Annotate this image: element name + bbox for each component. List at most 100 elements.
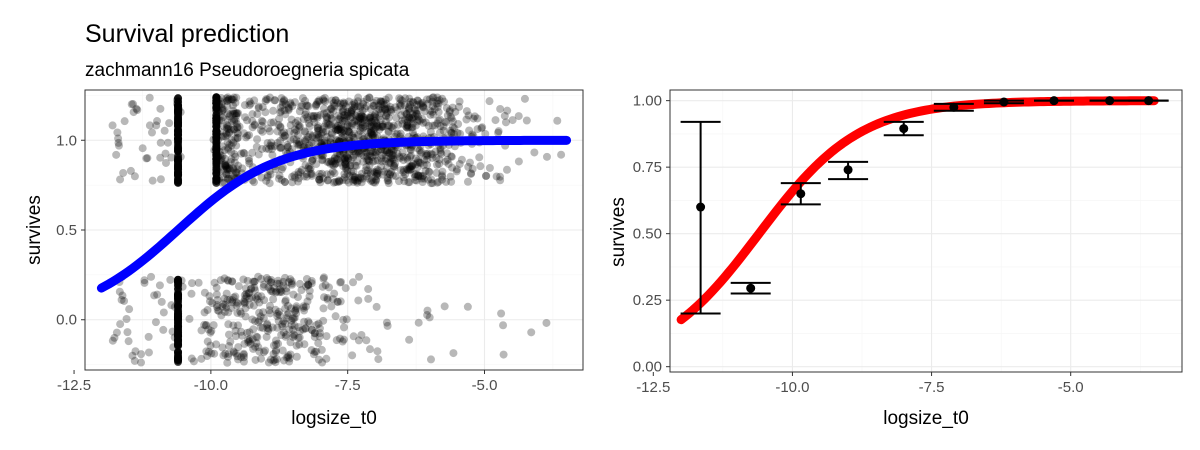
observation-point [348,100,357,109]
observation-point [272,287,281,296]
observation-point [432,168,441,177]
observation-point [403,155,412,164]
observation-point [400,177,409,186]
observation-point [279,356,288,365]
observation-point [241,312,250,321]
observation-point [269,118,278,127]
observation-point [123,328,132,337]
observation-point [362,336,371,345]
observation-point [475,153,484,162]
observation-point [422,95,431,104]
observation-point [267,278,276,287]
observation-point [258,117,267,126]
observation-point [435,155,444,164]
observation-point [323,119,332,128]
observation-point [356,104,365,113]
observation-point [266,141,275,150]
observation-point [315,172,324,181]
observation-point [330,289,339,298]
observation-point [500,111,509,120]
observation-point [294,141,303,150]
observation-point [357,150,366,159]
observation-point [299,115,308,124]
observation-point [264,324,273,333]
observation-point [414,171,423,180]
observation-point [115,287,124,296]
observation-point [351,161,360,170]
observation-point [356,126,365,135]
observation-point [377,122,386,131]
observation-point [322,332,331,341]
observation-point [278,101,287,110]
observation-point [233,134,242,143]
observation-point [342,113,351,122]
observation-point [223,121,232,130]
observation-point [278,129,287,138]
observation-point [485,97,494,106]
observation-point [331,96,340,105]
observation-point [257,292,266,301]
observation-point [347,108,356,117]
observation-point [273,309,282,318]
observation-point [264,145,273,154]
observation-point [374,166,383,175]
observation-point [224,308,233,317]
observation-point [204,347,213,356]
y-tick-label: 1.00 [633,93,662,110]
observation-point [390,159,399,168]
observation-point [405,94,414,103]
observation-point [309,350,318,359]
observation-point [350,175,359,184]
bin-mean-point [1049,96,1059,106]
observation-point [296,326,305,335]
observation-point [375,125,384,134]
observation-point [329,98,338,107]
observation-point [365,93,374,102]
observation-point [397,101,406,110]
observation-point [323,295,332,304]
observation-point [324,120,333,129]
observation-point [234,282,243,291]
observation-point [341,284,350,293]
observation-point [377,154,386,163]
observation-point [241,304,250,313]
observation-point [268,144,277,153]
observation-point [351,176,360,185]
observation-point [374,105,383,114]
observation-point [365,157,374,166]
observation-point [423,99,432,108]
observation-point [371,151,380,160]
observation-point [254,104,263,113]
observation-point [362,102,371,111]
observation-point [382,112,391,121]
observation-point [232,109,241,118]
observation-point [240,291,249,300]
observation-point [223,276,232,285]
observation-point [301,137,310,146]
observation-point [445,107,454,116]
observation-point [240,149,249,158]
observation-point [320,122,329,131]
observation-point [254,343,263,352]
observation-point [390,163,399,172]
left-scatter-points [108,93,566,367]
observation-point [307,171,316,180]
observation-point [455,97,464,106]
left-x-axis-title: logsize_t0 [291,408,377,429]
observation-point [389,146,398,155]
observation-point [233,123,242,132]
observation-point [350,133,359,142]
observation-point [281,297,290,306]
observation-point [275,171,284,180]
observation-point [248,293,257,302]
observation-point [156,153,165,162]
observation-point [301,161,310,170]
observation-point [248,123,257,132]
observation-point [218,107,227,116]
observation-point [330,153,339,162]
observation-point [204,325,213,334]
observation-point [368,167,377,176]
observation-point [333,125,342,134]
observation-point [428,121,437,130]
x-tick-label: -12.5 [57,377,91,394]
